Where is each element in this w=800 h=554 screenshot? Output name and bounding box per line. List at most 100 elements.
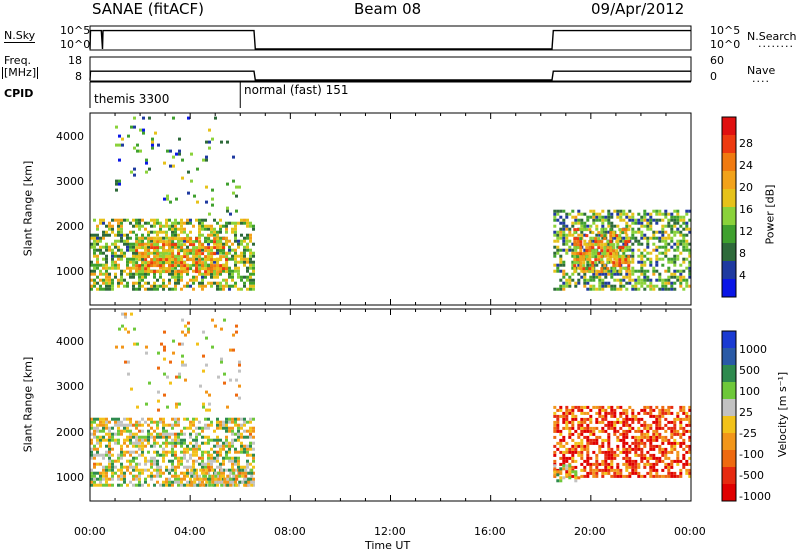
range-cell — [670, 272, 674, 276]
range-cell — [111, 248, 114, 252]
range-cell — [237, 462, 240, 466]
range-cell — [673, 218, 677, 222]
range-cell — [165, 432, 168, 436]
range-cell — [252, 459, 255, 463]
range-cell — [246, 233, 249, 237]
range-cell — [667, 438, 671, 442]
range-cell — [120, 224, 123, 228]
range-cell — [652, 465, 656, 469]
range-cell — [102, 218, 105, 222]
x-axis-label: Time UT — [365, 539, 411, 552]
range-cell — [688, 444, 692, 448]
range-cell — [156, 453, 159, 457]
range-cell — [204, 258, 208, 262]
range-cell — [652, 284, 656, 288]
range-cell — [595, 417, 599, 421]
range-cell — [208, 146, 211, 150]
range-cell — [631, 414, 635, 418]
range-cell — [234, 480, 237, 484]
range-cell — [685, 224, 689, 228]
range-cell — [579, 252, 583, 256]
range-cell — [99, 417, 102, 421]
range-cell — [661, 227, 665, 231]
range-cell — [637, 474, 641, 478]
range-cell — [583, 444, 587, 448]
range-cell — [616, 462, 620, 466]
range-cell — [222, 251, 225, 255]
range-cell — [553, 420, 557, 424]
range-cell — [204, 261, 208, 265]
range-cell — [243, 254, 246, 258]
range-cell — [135, 444, 138, 448]
range-cell — [249, 260, 252, 264]
range-cell — [601, 468, 605, 472]
range-cell — [186, 240, 190, 244]
range-cell — [204, 441, 207, 445]
nave-label: Nave — [747, 64, 776, 77]
range-cell — [607, 468, 611, 472]
range-cell — [688, 227, 692, 231]
range-cell — [121, 143, 124, 147]
range-cell — [147, 468, 150, 472]
range-cell — [643, 474, 647, 478]
range-cell — [631, 257, 635, 261]
range-cell — [556, 479, 560, 483]
range-cell — [135, 246, 139, 250]
range-cell — [192, 465, 195, 469]
range-cell — [664, 453, 668, 457]
range-cell — [138, 255, 142, 259]
range-cell — [205, 185, 208, 189]
range-cell — [234, 269, 237, 273]
range-cell — [130, 387, 133, 391]
range-cell — [195, 468, 198, 472]
range-cell — [198, 221, 201, 225]
range-cell — [646, 462, 650, 466]
range-cell — [622, 438, 626, 442]
range-cell — [610, 287, 614, 291]
range-cell — [237, 245, 240, 249]
range-cell — [565, 441, 569, 445]
range-cell — [135, 432, 138, 436]
range-cell — [655, 471, 659, 475]
range-cell — [105, 432, 108, 436]
range-cell — [117, 441, 120, 445]
range-cell — [688, 447, 692, 451]
range-cell — [189, 251, 192, 255]
range-cell — [145, 158, 148, 162]
range-cell — [123, 269, 126, 273]
range-cell — [147, 438, 150, 442]
range-cell — [237, 435, 240, 439]
range-cell — [210, 270, 214, 274]
range-cell — [171, 459, 174, 463]
range-cell — [249, 275, 252, 279]
range-cell — [129, 420, 132, 424]
range-cell — [165, 435, 168, 439]
range-cell — [637, 444, 641, 448]
range-cell — [135, 233, 138, 237]
range-cell — [607, 447, 611, 451]
range-cell — [655, 278, 659, 282]
range-cell — [165, 233, 168, 237]
range-cell — [595, 212, 599, 216]
range-cell — [586, 435, 590, 439]
range-cell — [565, 224, 569, 228]
range-cell — [180, 441, 183, 445]
range-cell — [646, 218, 650, 222]
range-cell — [202, 402, 205, 406]
range-cell — [144, 248, 147, 252]
range-cell — [673, 426, 677, 430]
range-cell — [108, 483, 111, 487]
range-cell — [147, 237, 151, 241]
range-cell — [178, 372, 181, 376]
range-cell — [166, 194, 169, 198]
range-cell — [676, 257, 680, 261]
range-cell — [571, 411, 575, 415]
range-cell — [589, 287, 593, 291]
range-cell — [577, 423, 581, 427]
range-cell — [571, 263, 575, 267]
range-cell — [177, 261, 181, 265]
range-cell — [565, 426, 569, 430]
range-cell — [667, 465, 671, 469]
range-cell — [649, 257, 653, 261]
range-cell — [132, 432, 135, 436]
